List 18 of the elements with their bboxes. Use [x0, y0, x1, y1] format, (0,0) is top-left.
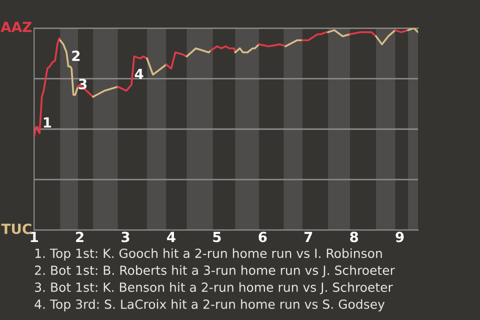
x-tick-label: 1 [30, 232, 38, 242]
annotation: 4 [134, 68, 144, 80]
x-tick-label: 7 [304, 232, 312, 242]
text: 2. Bot 1st: B. Roberts hit a 3-run home run vs J. Schroeter [34, 265, 395, 278]
x-tick-label: 6 [258, 232, 267, 242]
text: 4. Top 3rd: S. LaCroix hit a 2-run home run vs S. Godsey [34, 299, 385, 312]
text: TUC [1, 224, 32, 234]
annotation: 1 [44, 117, 52, 128]
text: 1. Top 1st: K. Gooch hit a 2-run home run vs I. Robinson [35, 248, 382, 260]
x-tick-label: 4 [167, 232, 176, 242]
text: AAZ [0, 22, 32, 32]
x-tick-label: 9 [396, 232, 404, 242]
x-tick-label: 2 [76, 232, 84, 242]
text: 3. Bot 1st: K. Benson hit a 2-run home run vs J. Schroeter [35, 282, 393, 294]
annotation: 2 [72, 50, 80, 61]
x-tick-label: 3 [122, 232, 130, 242]
x-tick-label: 5 [213, 232, 221, 242]
x-tick-label: 8 [350, 232, 358, 242]
